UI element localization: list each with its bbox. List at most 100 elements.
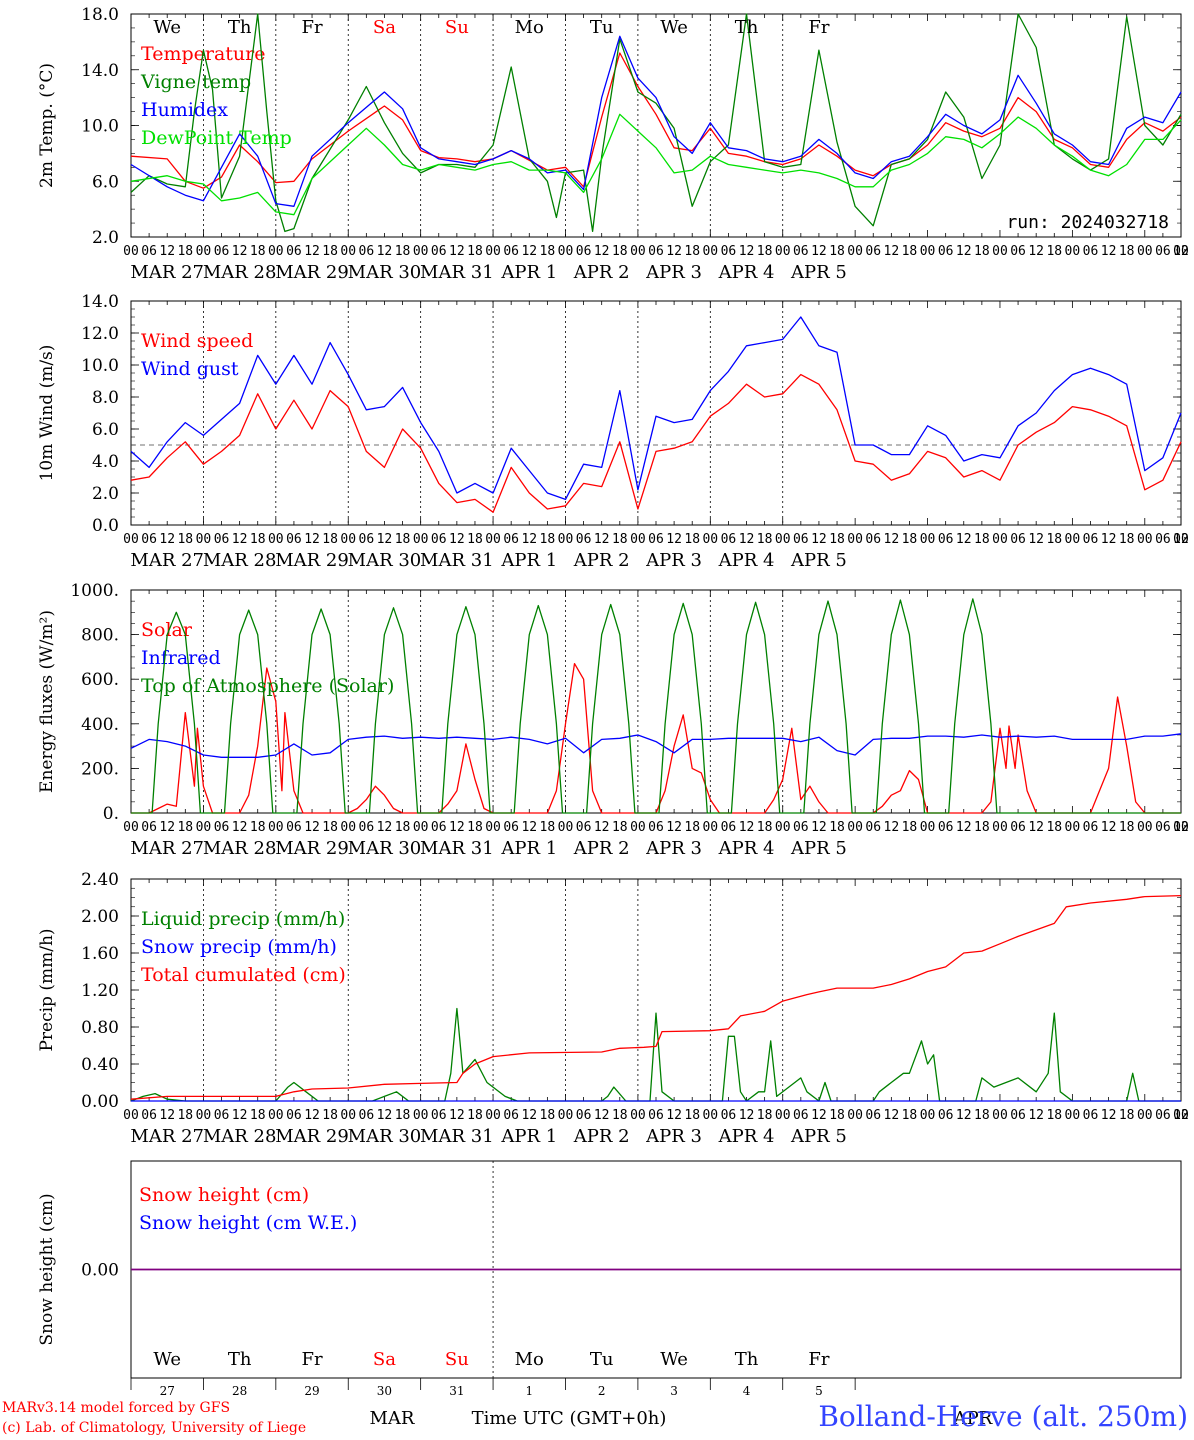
y-tick-label: 0.0 [92,516,119,536]
hour-tick-label: 12 [449,1108,465,1123]
date-label: APR 4 [718,838,775,859]
hour-tick-label: 18 [684,244,700,259]
hour-tick-label: 00 [775,532,791,547]
legend-entry: DewPoint Temp [141,127,292,149]
hour-tick-label: 12 [304,1108,320,1123]
hour-tick-label: 06 [1155,820,1171,835]
date-label: APR 2 [573,1126,630,1147]
weekday-label: Fr [301,17,322,38]
hour-tick-label: 06 [431,1108,447,1123]
hour-tick-label: 06 [648,532,664,547]
y-tick-label: 12.0 [81,324,119,344]
hour-tick-label: 06 [1010,1108,1026,1123]
hour-tick-label: 06 [141,532,157,547]
hour-tick-label: 12 [956,820,972,835]
hour-tick-label: 12 [232,244,248,259]
date-label: APR 1 [500,550,557,571]
weekday-label: Sa [373,1349,396,1370]
legend-entry: Snow height (cm W.E.) [139,1212,357,1234]
hour-tick-label: 06 [286,244,302,259]
y-tick-label: 6.0 [92,172,119,192]
hour-tick-label: 00 [847,1108,863,1123]
weekday-label: Su [445,17,469,38]
hour-tick-label: 06 [865,244,881,259]
hour-tick-label: 12 [521,1108,537,1123]
date-label: APR 2 [573,838,630,859]
hour-tick-label: 12 [1101,1108,1117,1123]
weekday-label: Tu [590,17,614,38]
plot-frame [130,13,1182,238]
hour-tick-label: 06 [1155,532,1171,547]
hour-tick-label: 18 [322,532,338,547]
hour-tick-label: 00 [558,532,574,547]
hour-tick-label: 06 [503,244,519,259]
date-label: APR 5 [790,838,847,859]
hour-tick-label: 12 [666,532,682,547]
hour-tick-label: 12 [594,820,610,835]
y-tick-label: 2.40 [81,870,119,890]
hour-tick-label: 12 [521,820,537,835]
series-line [130,316,1182,501]
hour-tick-label: 06 [938,244,954,259]
series-line [130,733,1182,758]
y-tick-label: 18.0 [81,5,119,25]
date-label: MAR 30 [348,262,422,283]
hour-tick-label: 18 [395,1108,411,1123]
hour-tick-label: 00 [123,820,139,835]
hour-tick-label: 06 [359,1108,375,1123]
weekday-label: Su [445,1349,469,1370]
hour-tick-label: 00 [847,820,863,835]
date-label: APR 5 [790,1126,847,1147]
hour-tick-label: 06 [214,532,230,547]
hour-tick-label: 12 [159,820,175,835]
chart-panel-4: 00 06 12 18 00 06 12 18 00 06 12 18 00 06 12 18 00 06 12 18… [37,870,1189,1147]
date-label: APR 3 [645,262,702,283]
y-tick-label: 2.00 [81,907,119,927]
hour-tick-label: 00 [992,1108,1008,1123]
hour-tick-label: 00 [775,1108,791,1123]
hour-tick-label: 00 [702,820,718,835]
hour-tick-label: 12 [666,1108,682,1123]
hour-tick-label: 18 [757,1108,773,1123]
hour-tick-label: 12 [1028,244,1044,259]
hour-tick-label: 18 [612,820,628,835]
weekday-label: Fr [808,17,829,38]
hour-tick-label: 00 [702,1108,718,1123]
hour-tick-label: 12 [377,1108,393,1123]
hour-tick-label: 18 [467,820,483,835]
hour-tick-label: 18 [250,1108,266,1123]
hour-tick-label: 00 [123,532,139,547]
hour-tick-label: 12 [956,532,972,547]
hour-tick-label: 12 [594,532,610,547]
y-tick-label: 0.00 [81,1261,119,1281]
model-credit: MARv3.14 model forced by GFS [2,1400,231,1416]
hour-tick-label: 00 [847,532,863,547]
date-label: APR 1 [500,838,557,859]
hour-tick-label: 00 [196,244,212,259]
hour-tick-label: 06 [865,532,881,547]
weekday-label: Th [228,1349,252,1370]
hour-tick-label: 18 [540,244,556,259]
y-tick-label: 200. [81,759,119,779]
hour-tick-label: 18 [177,532,193,547]
y-tick-label: 1000. [70,581,119,601]
hour-tick-label: 06 [141,1108,157,1123]
hour-tick-label: 18 [829,820,845,835]
legend-entry: Total cumulated (cm) [141,964,346,986]
hour-tick-label: 12 [1028,532,1044,547]
hour-tick-label: 18 [757,244,773,259]
hour-tick-label: 18 [902,244,918,259]
hour-tick-label: 18 [612,244,628,259]
y-tick-label: 0.40 [81,1055,119,1075]
hour-tick-label: 00 [413,820,429,835]
hour-tick-label: 18 [902,532,918,547]
hour-tick-label: 12 [232,1108,248,1123]
hour-tick-label: 00 [1173,1108,1189,1123]
hour-tick-label: 18 [177,244,193,259]
hour-tick-label: 00 [485,244,501,259]
hour-tick-label: 12 [739,1108,755,1123]
hour-tick-label: 00 [1173,820,1189,835]
date-label: MAR 30 [348,1126,422,1147]
date-label: MAR 28 [203,1126,277,1147]
